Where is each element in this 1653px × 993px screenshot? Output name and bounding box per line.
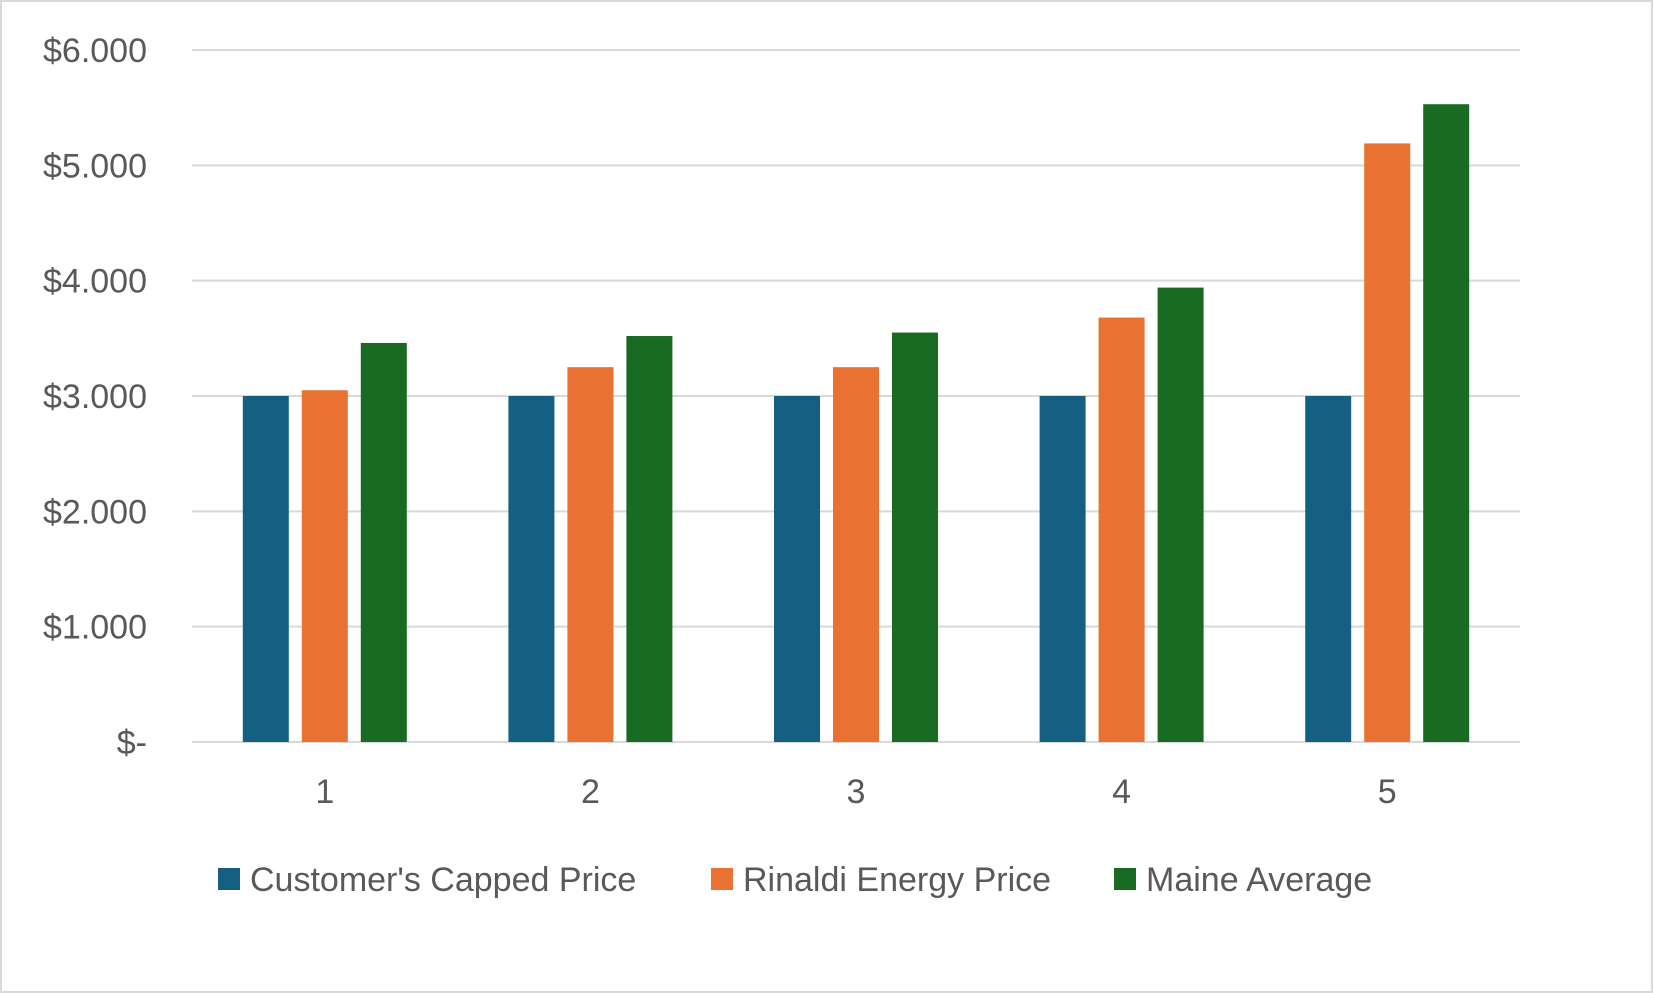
legend-swatch <box>218 868 240 890</box>
x-tick-label: 4 <box>1112 773 1131 811</box>
y-tick-label: $5.000 <box>43 147 147 185</box>
bar-customer-s-capped-price-cat-5 <box>1305 396 1352 742</box>
x-axis-tick-labels: 1 2 3 4 5 <box>315 773 1396 811</box>
legend-label: Customer's Capped Price <box>250 861 636 899</box>
bar-maine-average-cat-1 <box>360 342 407 742</box>
x-tick-label: 3 <box>847 773 866 811</box>
legend-label: Rinaldi Energy Price <box>743 861 1051 899</box>
bar-customer-s-capped-price-cat-2 <box>508 396 555 742</box>
bar-rinaldi-energy-price-cat-1 <box>301 390 348 742</box>
y-tick-label: $3.000 <box>43 378 147 416</box>
bar-rinaldi-energy-price-cat-2 <box>567 367 614 742</box>
bars <box>242 104 1470 743</box>
bar-maine-average-cat-4 <box>1157 287 1204 742</box>
x-tick-label: 5 <box>1378 773 1397 811</box>
bar-maine-average-cat-3 <box>892 332 938 742</box>
legend-label: Maine Average <box>1146 861 1372 899</box>
x-tick-label: 2 <box>581 773 600 811</box>
bar-customer-s-capped-price-cat-4 <box>1039 396 1086 742</box>
bar-maine-average-cat-5 <box>1423 104 1470 742</box>
legend-swatch <box>711 868 733 890</box>
y-tick-label: $4.000 <box>43 263 147 301</box>
y-tick-label: $- <box>117 724 147 762</box>
legend: Customer's Capped Price Rinaldi Energy Pr… <box>218 861 1372 899</box>
legend-swatch <box>1114 868 1136 890</box>
bar-rinaldi-energy-price-cat-3 <box>833 367 879 742</box>
y-axis-tick-labels: $- $1.000 $2.000 $3.000 $4.000 $5.000 $6.000 <box>43 32 147 762</box>
bar-rinaldi-energy-price-cat-5 <box>1364 143 1411 743</box>
bar-customer-s-capped-price-cat-1 <box>242 396 289 742</box>
y-tick-label: $6.000 <box>43 32 147 70</box>
x-tick-label: 1 <box>315 773 334 811</box>
bar-customer-s-capped-price-cat-3 <box>774 396 820 742</box>
y-tick-label: $1.000 <box>43 609 147 647</box>
bar-rinaldi-energy-price-cat-4 <box>1098 317 1145 742</box>
y-tick-label: $2.000 <box>43 493 147 531</box>
bar-maine-average-cat-2 <box>626 336 673 742</box>
